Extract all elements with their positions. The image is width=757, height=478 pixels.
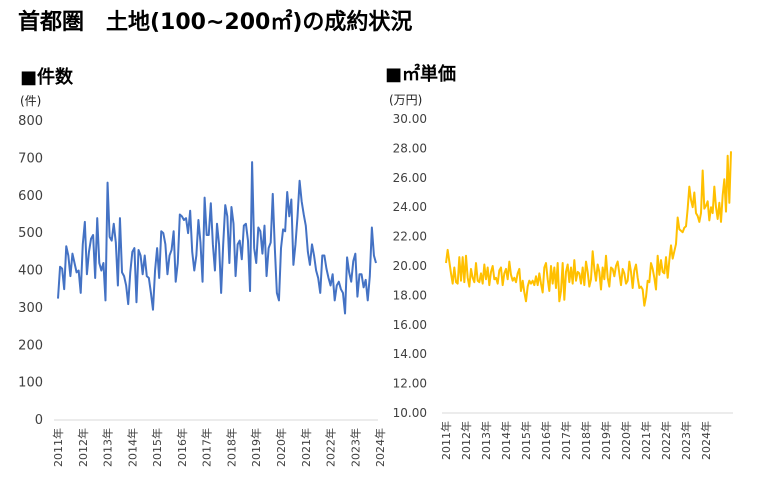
count-y-tick-label: 300 [18,301,43,316]
price-x-tick-label: 2023年 [679,421,693,460]
price-x-tick-label: 2019年 [599,421,613,460]
price-y-tick-label: 24.00 [393,200,427,214]
price-x-tick-label: 2014年 [499,421,513,460]
count-y-tick-label: 400 [18,264,43,279]
price-y-tick-label: 30.00 [393,112,427,126]
count-x-tick-label: 2019年 [249,428,263,467]
price-y-tick-label: 10.00 [393,406,427,420]
count-series-line [57,161,377,315]
count-x-tick-label: 2011年 [51,428,65,467]
count-x-tick-label: 2021年 [299,428,313,467]
price-x-tick-label: 2015年 [519,421,533,460]
count-x-tick-label: 2024年 [373,428,387,467]
count-x-tick-label: 2017年 [200,428,214,467]
count-y-tick-label: 700 [18,151,43,166]
price-x-tick-label: 2020年 [619,421,633,460]
count-y-tick-label: 600 [18,189,43,204]
count-x-tick-label: 2012年 [76,428,90,467]
price-x-tick-label: 2013年 [479,421,493,460]
price-chart-unit: (万円) [389,93,423,107]
count-chart-title: ■件数 [20,67,74,88]
count-x-tick-label: 2016年 [175,428,189,467]
price-series-line [445,151,732,307]
price-y-tick-label: 12.00 [393,377,427,391]
price-x-tick-label: 2018年 [579,421,593,460]
price-x-tick-label: 2021年 [639,421,653,460]
price-y-tick-label: 14.00 [393,347,427,361]
price-y-tick-label: 18.00 [393,288,427,302]
price-y-tick-label: 22.00 [393,230,427,244]
count-y-tick-label: 500 [18,226,43,241]
price-y-tick-label: 28.00 [393,141,427,155]
count-y-tick-label: 0 [35,413,43,428]
count-x-tick-label: 2015年 [150,428,164,467]
count-x-tick-label: 2022年 [324,428,338,467]
price-y-tick-label: 26.00 [393,171,427,185]
price-y-tick-label: 20.00 [393,259,427,273]
price-chart-title: ■㎡単価 [385,64,457,85]
count-x-tick-label: 2020年 [274,428,288,467]
count-y-tick-label: 100 [18,376,43,391]
price-x-tick-label: 2011年 [439,421,453,460]
count-x-tick-label: 2023年 [348,428,362,467]
price-x-tick-label: 2024年 [699,421,713,460]
price-x-tick-label: 2022年 [659,421,673,460]
price-x-tick-label: 2012年 [459,421,473,460]
price-x-tick-label: 2017年 [559,421,573,460]
count-chart-unit: (件) [20,94,42,108]
count-x-tick-label: 2018年 [224,428,238,467]
count-y-tick-label: 200 [18,338,43,353]
count-x-tick-label: 2013年 [101,428,115,467]
price-x-tick-label: 2016年 [539,421,553,460]
price-y-tick-label: 16.00 [393,318,427,332]
page-title: 首都圏 土地(100~200㎡)の成約状況 [18,10,413,35]
count-y-tick-label: 800 [18,114,43,129]
count-x-tick-label: 2014年 [125,428,139,467]
